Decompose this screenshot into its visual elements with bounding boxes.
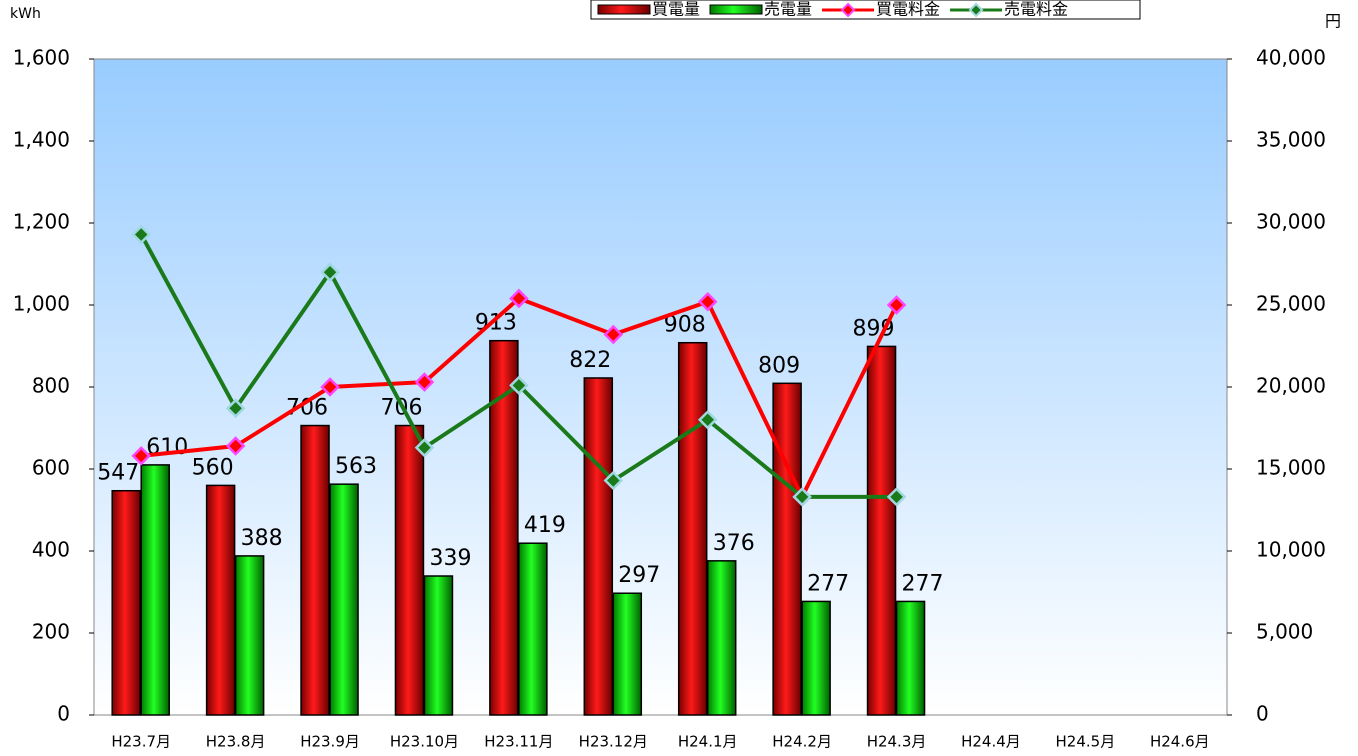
y2-tick-label: 15,000 bbox=[1256, 456, 1326, 480]
legend-marker bbox=[968, 2, 984, 18]
data-label: 419 bbox=[524, 513, 566, 538]
y-axis-label: kWh bbox=[10, 6, 41, 22]
y-tick-label: 0 bbox=[57, 702, 70, 726]
marker bbox=[603, 324, 624, 345]
y2-tick-label: 30,000 bbox=[1256, 210, 1326, 234]
x-tick-label: H23.9月 bbox=[300, 733, 360, 751]
bar bbox=[234, 555, 265, 716]
marker bbox=[225, 436, 246, 456]
data-label: 809 bbox=[758, 353, 800, 378]
x-tick-label: H24.4月 bbox=[961, 733, 1021, 751]
y2-axis-label: 円 bbox=[1325, 12, 1341, 31]
y-tick-label: 800 bbox=[32, 374, 70, 398]
marker bbox=[509, 375, 529, 396]
bar bbox=[140, 464, 170, 716]
legend-swatch bbox=[709, 4, 763, 15]
bar bbox=[300, 424, 330, 716]
marker bbox=[320, 262, 340, 282]
bar bbox=[677, 341, 708, 716]
y-tick-label: 1,000 bbox=[13, 292, 70, 316]
data-label: 376 bbox=[713, 531, 755, 556]
data-label: 277 bbox=[807, 571, 849, 596]
bar bbox=[706, 560, 737, 716]
legend-marker bbox=[840, 2, 856, 18]
y-tick-label: 1,600 bbox=[13, 46, 70, 70]
marker bbox=[697, 291, 718, 312]
marker bbox=[414, 372, 435, 392]
bar bbox=[866, 345, 897, 716]
y2-tick-label: 25,000 bbox=[1256, 292, 1326, 316]
bar bbox=[801, 600, 831, 716]
x-tick-label: H23.11月 bbox=[484, 733, 553, 751]
x-tick-label: H24.3月 bbox=[867, 733, 927, 751]
x-tick-label: H23.8月 bbox=[206, 733, 266, 751]
bar bbox=[612, 592, 643, 716]
bar bbox=[423, 575, 454, 716]
marker bbox=[320, 377, 340, 397]
bar bbox=[772, 382, 802, 716]
marker bbox=[792, 487, 812, 507]
y-tick-label: 600 bbox=[32, 456, 70, 480]
y2-tick-label: 35,000 bbox=[1256, 128, 1326, 152]
legend-label: 売電量 bbox=[764, 0, 812, 19]
marker bbox=[414, 437, 435, 458]
legend-label: 売電料金 bbox=[1004, 0, 1068, 19]
legend-swatch bbox=[597, 4, 651, 15]
plot-area bbox=[93, 58, 1228, 716]
data-label: 560 bbox=[192, 455, 234, 480]
y2-tick-label: 40,000 bbox=[1256, 46, 1326, 70]
marker bbox=[697, 410, 718, 430]
data-label: 297 bbox=[618, 563, 660, 588]
y-tick-label: 200 bbox=[32, 620, 70, 644]
data-label: 563 bbox=[335, 454, 377, 479]
legend-label: 買電量 bbox=[652, 0, 700, 19]
data-label: 547 bbox=[97, 461, 139, 486]
data-label: 908 bbox=[664, 313, 706, 338]
marker bbox=[886, 295, 907, 315]
bar bbox=[111, 489, 141, 716]
data-label: 339 bbox=[429, 546, 471, 571]
x-tick-label: H23.12月 bbox=[579, 733, 648, 751]
data-label: 822 bbox=[569, 348, 611, 373]
marker bbox=[603, 470, 624, 491]
marker bbox=[131, 446, 151, 466]
y-tick-label: 400 bbox=[32, 538, 70, 562]
data-label: 388 bbox=[241, 526, 283, 551]
marker bbox=[131, 224, 151, 245]
legend-label: 買電料金 bbox=[876, 0, 940, 19]
x-tick-label: H24.5月 bbox=[1056, 733, 1116, 751]
y2-tick-label: 10,000 bbox=[1256, 538, 1326, 562]
marker bbox=[509, 288, 529, 309]
bar bbox=[895, 600, 926, 716]
y2-tick-label: 0 bbox=[1256, 702, 1269, 726]
x-tick-label: H24.2月 bbox=[772, 733, 832, 751]
y-tick-label: 1,200 bbox=[13, 210, 70, 234]
y2-tick-label: 5,000 bbox=[1256, 620, 1313, 644]
x-tick-label: H24.6月 bbox=[1150, 733, 1210, 751]
marker bbox=[225, 398, 246, 419]
bar bbox=[205, 484, 236, 716]
bar bbox=[394, 424, 425, 716]
marker bbox=[886, 487, 907, 507]
x-tick-label: H23.7月 bbox=[111, 733, 171, 751]
x-tick-label: H23.10月 bbox=[390, 733, 459, 751]
y-tick-label: 1,400 bbox=[13, 128, 70, 152]
y2-tick-label: 20,000 bbox=[1256, 374, 1326, 398]
x-tick-label: H24.1月 bbox=[678, 733, 738, 751]
data-label: 277 bbox=[902, 571, 944, 596]
bar bbox=[583, 377, 614, 716]
bar bbox=[329, 483, 359, 716]
bar bbox=[518, 542, 548, 716]
